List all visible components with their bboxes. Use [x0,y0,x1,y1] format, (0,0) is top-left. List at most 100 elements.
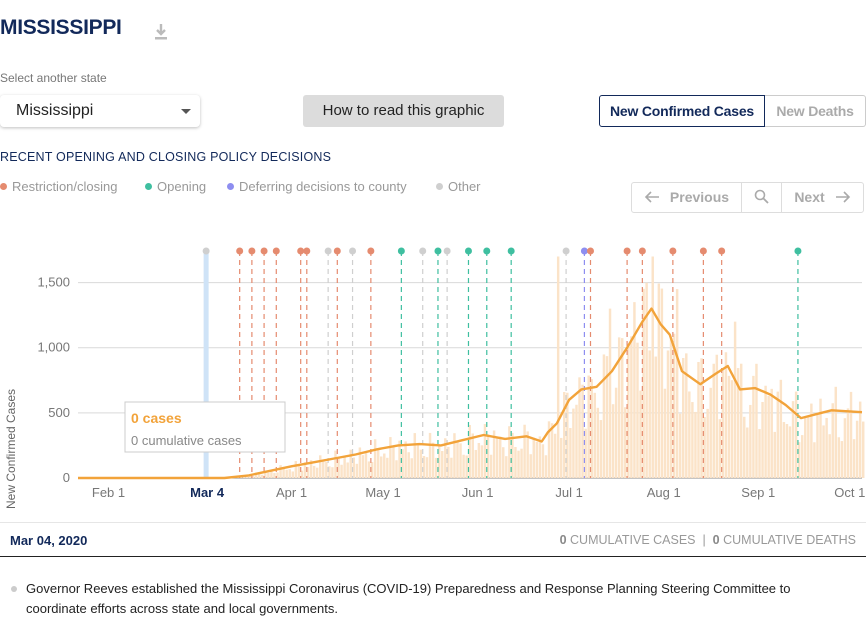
daily-bar [410,458,413,478]
daily-bar [553,433,557,478]
search-button[interactable] [741,183,782,212]
daily-bar [486,434,490,478]
daily-bar [657,283,661,478]
daily-bar [761,401,764,478]
daily-bar [392,446,395,478]
policy-event-dot [397,247,405,255]
daily-bar [334,450,337,478]
new-cases-tab[interactable]: New Confirmed Cases [599,95,765,127]
daily-bar [376,448,380,478]
legend-label: Restriction/closing [12,179,118,194]
daily-bar [605,356,609,478]
daily-bar [441,451,444,478]
daily-bar [633,302,636,478]
state-select-label: Select another state [0,71,107,85]
daily-bar [663,388,667,478]
daily-bar [654,356,658,478]
daily-bar [840,441,844,478]
daily-bar [459,443,462,478]
selected-date-label: Mar 4 [190,485,225,500]
daily-bar [483,424,487,478]
daily-bar [611,404,615,478]
x-tick-label: Sep 1 [741,485,775,500]
policy-event-dot [202,247,210,255]
daily-bar [862,421,865,478]
daily-bar [380,456,383,478]
daily-bar [386,457,389,478]
x-tick-label: Aug 1 [647,485,681,500]
next-label: Next [794,189,825,205]
new-deaths-tab[interactable]: New Deaths [765,95,866,127]
daily-bar [852,439,856,478]
daily-bar [431,442,435,478]
daily-bar [834,386,837,478]
daily-bar [489,454,493,478]
policy-event-dot [669,247,677,255]
legend-label: Opening [157,179,207,194]
daily-bar [608,308,612,478]
daily-bar [575,404,578,478]
legend-label: Deferring decisions to county [239,179,407,194]
daily-bar [819,398,822,478]
daily-bar [706,408,709,478]
arrow-left-icon [644,191,659,203]
daily-bar [502,447,505,478]
policy-event-dot [580,247,588,255]
policy-event-dot [272,247,280,255]
daily-bar [724,352,728,478]
daily-bar [407,452,410,478]
daily-bar [563,392,566,478]
policy-heading: RECENT OPENING AND CLOSING POLICY DECISI… [0,150,332,164]
daily-bar [645,282,648,478]
daily-bar [306,466,310,478]
cumulative-cases-label: CUMULATIVE CASES [570,533,696,547]
next-button[interactable]: Next [782,183,863,212]
daily-bar [541,444,545,478]
daily-bar [416,442,420,478]
daily-bar [492,430,496,478]
daily-bar [666,350,670,478]
event-pager: Previous Next [631,182,864,213]
daily-bar [477,442,481,478]
daily-bar [697,362,700,478]
daily-bar [648,350,651,478]
daily-bar [300,470,304,478]
daily-bar [352,457,356,478]
daily-bar [559,437,563,478]
daily-bar [749,404,752,478]
daily-bar [285,469,288,478]
daily-bar [758,429,761,478]
daily-bar [779,379,783,478]
policy-event-dot [638,247,646,255]
policy-event-dot [333,247,341,255]
daily-bar [569,428,572,478]
daily-bar [804,418,807,478]
x-tick-label: Jul 1 [555,485,582,500]
state-select[interactable]: Mississippi [0,95,200,127]
daily-bar [739,363,743,478]
daily-bar [617,337,621,478]
daily-bar [788,426,792,478]
cases-average-line [78,307,863,480]
daily-bar [419,449,423,478]
daily-bar [550,423,554,478]
daily-bar [831,403,834,478]
daily-bar [718,419,722,478]
daily-bar [444,438,447,478]
daily-bar [828,434,831,478]
legend-deferring: Deferring decisions to county [227,179,407,194]
daily-bar [505,456,508,478]
date-bar: Mar 04, 2020 0 CUMULATIVE CASES | 0 CUMU… [0,522,866,557]
policy-event-dot [507,247,515,255]
daily-bar [727,375,731,478]
how-to-read-button[interactable]: How to read this graphic [303,95,504,127]
daily-bar [328,466,331,478]
download-icon[interactable] [152,22,170,42]
daily-bar [794,391,798,478]
stats-separator: | [702,533,706,547]
daily-bar [855,420,859,478]
legend-dot [145,183,152,190]
daily-bar [584,428,587,478]
previous-button[interactable]: Previous [632,183,741,212]
